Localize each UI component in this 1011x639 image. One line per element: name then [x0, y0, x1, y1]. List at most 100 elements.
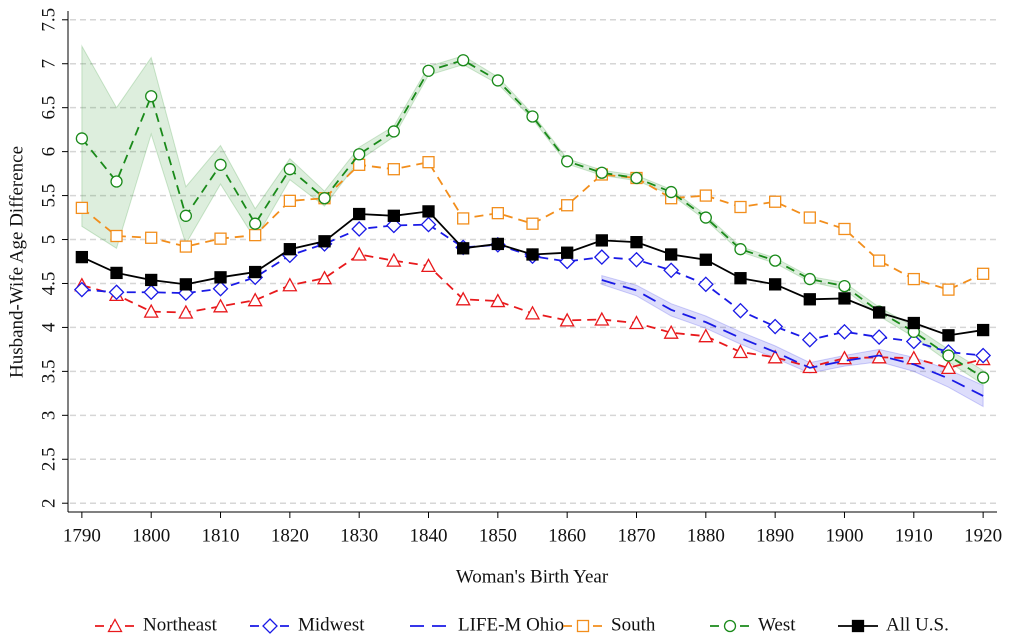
- x-tick-label: 1910: [895, 525, 933, 546]
- x-tick-label: 1810: [202, 525, 240, 546]
- point: [734, 243, 747, 256]
- y-tick-label: 6.5: [38, 96, 59, 120]
- point: [976, 323, 990, 337]
- point: [734, 200, 747, 214]
- point: [145, 273, 158, 287]
- point: [283, 163, 297, 176]
- point: [143, 303, 159, 318]
- legend-label: All U.S.: [886, 614, 949, 635]
- point: [559, 312, 575, 327]
- legend-item: South: [563, 614, 656, 635]
- y-tick-label: 5: [38, 235, 59, 245]
- y-axis-label: Husband-Wife Age Difference: [6, 146, 27, 378]
- point: [699, 211, 712, 224]
- point: [767, 349, 783, 364]
- point: [249, 265, 262, 279]
- point: [628, 315, 645, 330]
- y-tick-label: 7.5: [38, 8, 59, 32]
- point: [212, 280, 229, 297]
- x-tick-label: 1890: [756, 525, 794, 546]
- x-tick-label: 1870: [617, 525, 655, 546]
- point: [75, 250, 89, 264]
- x-tick-label: 1880: [687, 525, 725, 546]
- point: [595, 234, 608, 247]
- point: [526, 217, 539, 230]
- point: [108, 284, 125, 301]
- point: [942, 329, 955, 342]
- point: [976, 267, 990, 280]
- point: [838, 222, 851, 236]
- legend-label: Midwest: [298, 614, 365, 635]
- x-tick-label: 1850: [479, 525, 517, 546]
- x-axis-label: Woman's Birth Year: [456, 566, 609, 587]
- x-tick-label: 1840: [410, 525, 448, 546]
- point: [212, 298, 229, 313]
- point: [214, 158, 227, 171]
- point: [249, 228, 262, 242]
- point: [767, 318, 784, 335]
- point: [385, 217, 402, 234]
- point: [457, 212, 470, 225]
- point: [145, 231, 158, 244]
- point: [110, 266, 123, 280]
- point: [318, 235, 331, 248]
- x-tick-label: 1900: [825, 525, 863, 546]
- point: [316, 270, 333, 285]
- y-tick-label: 7: [38, 59, 59, 69]
- point: [803, 211, 816, 224]
- point: [940, 359, 957, 375]
- point: [420, 216, 437, 233]
- legend-item: Northeast: [95, 614, 218, 635]
- point: [838, 279, 851, 293]
- point: [262, 618, 278, 634]
- point: [491, 237, 504, 251]
- point: [247, 292, 263, 307]
- y-tick-label: 5.5: [38, 184, 59, 208]
- point: [110, 229, 123, 243]
- point: [351, 246, 367, 261]
- point: [594, 311, 610, 326]
- point: [803, 272, 816, 286]
- point: [801, 331, 818, 348]
- point: [283, 194, 297, 208]
- point: [524, 305, 541, 320]
- point: [663, 324, 679, 339]
- point: [249, 217, 262, 230]
- point: [907, 272, 920, 286]
- point: [526, 110, 539, 123]
- point: [282, 277, 298, 292]
- legend-item: All U.S.: [838, 614, 949, 635]
- point: [145, 90, 158, 103]
- point: [351, 221, 368, 237]
- point: [723, 619, 737, 633]
- point: [699, 253, 712, 266]
- point: [905, 333, 922, 350]
- point: [630, 236, 643, 249]
- point: [698, 328, 714, 343]
- series-line: [601, 279, 984, 397]
- point: [768, 278, 782, 291]
- point: [663, 262, 680, 279]
- point: [665, 185, 678, 199]
- point: [353, 158, 366, 171]
- point: [353, 148, 366, 161]
- y-tick-label: 2.5: [38, 447, 59, 471]
- point: [178, 304, 194, 319]
- point: [576, 619, 590, 633]
- point: [110, 175, 123, 188]
- x-tick-label: 1860: [548, 525, 586, 546]
- point: [907, 316, 920, 330]
- y-tick-label: 3.5: [38, 359, 59, 383]
- point: [595, 166, 608, 179]
- point: [179, 240, 193, 253]
- point: [665, 248, 678, 261]
- y-tick-label: 4: [38, 322, 59, 332]
- point: [734, 272, 747, 285]
- point: [422, 64, 435, 77]
- point: [803, 293, 816, 306]
- point: [490, 293, 506, 308]
- x-tick-label: 1920: [964, 525, 1002, 546]
- point: [526, 248, 539, 261]
- point: [457, 242, 470, 255]
